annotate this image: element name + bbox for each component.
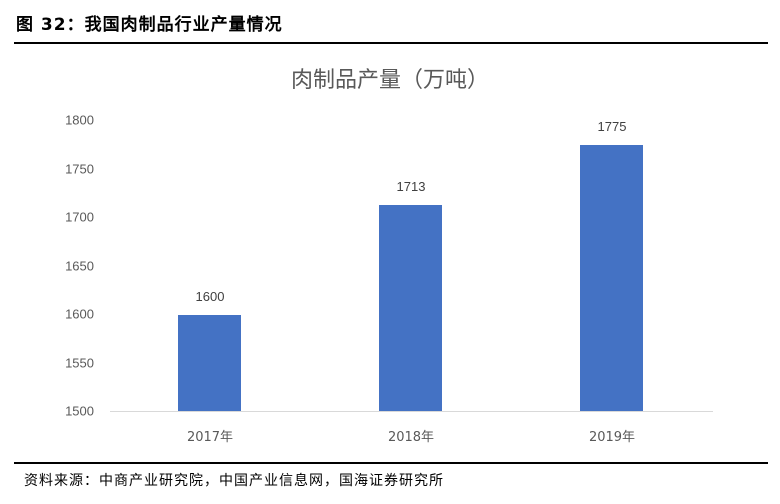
bottom-rule <box>14 462 768 464</box>
y-tick: 1700 <box>65 209 94 225</box>
figure-title: 图 32：我国肉制品行业产量情况 <box>16 15 283 35</box>
bar-2017 <box>178 315 241 411</box>
x-tick-2017: 2017年 <box>186 430 234 445</box>
y-tick: 1800 <box>65 112 94 128</box>
y-tick: 1550 <box>65 355 94 371</box>
bar-label-2018: 1713 <box>396 179 426 194</box>
bar-label-2017: 1600 <box>195 289 225 304</box>
source-note: 资料来源：中商产业研究院，中国产业信息网，国海证券研究所 <box>24 473 444 489</box>
y-tick: 1650 <box>65 258 94 274</box>
chart-title: 肉制品产量（万吨） <box>290 68 489 93</box>
y-tick: 1600 <box>65 306 94 322</box>
top-rule <box>14 42 768 44</box>
bar-2019 <box>580 145 643 411</box>
x-tick-2018: 2018年 <box>387 430 435 445</box>
bar-2018 <box>379 205 442 411</box>
bar-label-2019: 1775 <box>597 119 627 134</box>
x-axis-line <box>110 411 713 412</box>
y-tick: 1500 <box>65 403 94 419</box>
y-tick: 1750 <box>65 161 94 177</box>
x-tick-2019: 2019年 <box>588 430 636 445</box>
